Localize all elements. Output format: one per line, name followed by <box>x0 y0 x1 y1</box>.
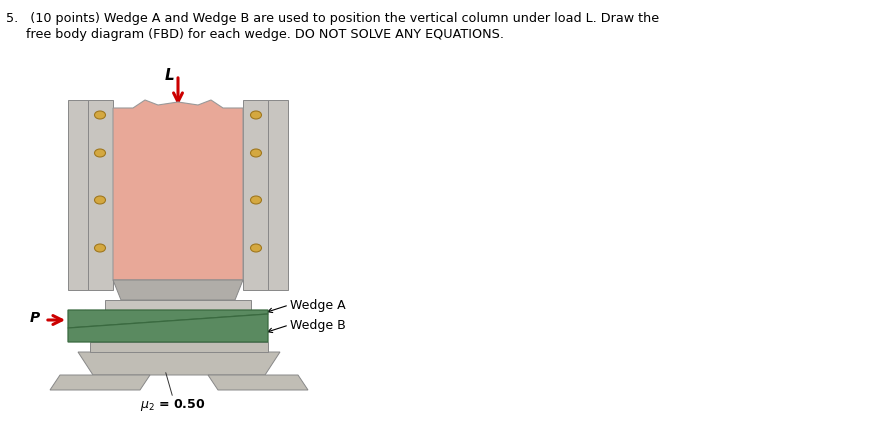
Polygon shape <box>105 300 251 310</box>
Ellipse shape <box>95 111 105 119</box>
Polygon shape <box>90 342 268 352</box>
Polygon shape <box>78 352 280 375</box>
Text: Wedge B: Wedge B <box>289 319 345 331</box>
Polygon shape <box>68 310 268 328</box>
Text: $\mu_2$ = 0.50: $\mu_2$ = 0.50 <box>140 397 205 413</box>
Text: P: P <box>30 311 40 325</box>
Polygon shape <box>88 100 113 290</box>
Polygon shape <box>113 280 242 300</box>
Polygon shape <box>208 375 308 390</box>
Text: L: L <box>165 68 175 83</box>
Ellipse shape <box>250 111 262 119</box>
Polygon shape <box>68 314 268 342</box>
Ellipse shape <box>95 149 105 157</box>
Polygon shape <box>268 100 288 290</box>
Ellipse shape <box>250 196 262 204</box>
Ellipse shape <box>95 244 105 252</box>
Ellipse shape <box>250 149 262 157</box>
Polygon shape <box>113 100 242 280</box>
Text: 4°: 4° <box>76 310 90 320</box>
Polygon shape <box>242 100 268 290</box>
Polygon shape <box>68 100 88 290</box>
Text: $\mu_1$= 0.30: $\mu_1$= 0.30 <box>143 214 204 230</box>
Ellipse shape <box>250 244 262 252</box>
Ellipse shape <box>95 196 105 204</box>
Text: Wedge A: Wedge A <box>289 298 345 312</box>
Polygon shape <box>50 375 149 390</box>
Text: 5.   (10 points) Wedge A and Wedge B are used to position the vertical column un: 5. (10 points) Wedge A and Wedge B are u… <box>6 12 659 25</box>
Text: 4°: 4° <box>234 331 247 341</box>
Text: free body diagram (FBD) for each wedge. DO NOT SOLVE ANY EQUATIONS.: free body diagram (FBD) for each wedge. … <box>6 28 503 41</box>
